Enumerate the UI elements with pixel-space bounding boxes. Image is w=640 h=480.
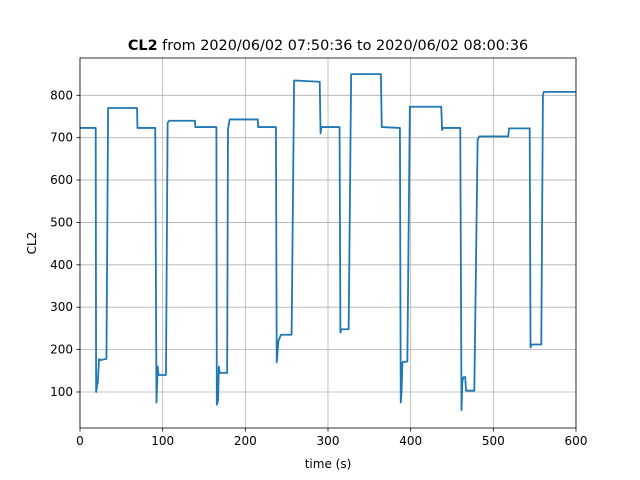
- x-tick-label: 200: [234, 434, 257, 448]
- y-tick-label: 600: [50, 173, 73, 187]
- y-tick-label: 200: [50, 343, 73, 357]
- plot-frame: [79, 57, 577, 429]
- chart-title: CL2 from 2020/06/02 07:50:36 to 2020/06/…: [128, 38, 528, 54]
- title-text: from 2020/06/02 07:50:36 to 2020/06/02 0…: [162, 38, 528, 54]
- y-tick-label: 100: [50, 385, 73, 399]
- x-tick-label: 300: [317, 434, 340, 448]
- y-tick-label: 800: [50, 88, 73, 102]
- x-tick-label: 100: [151, 434, 174, 448]
- y-axis-label: CL2: [25, 232, 39, 255]
- y-tick-label: 300: [50, 300, 73, 314]
- x-tick-label: 400: [399, 434, 422, 448]
- y-tick-label: 400: [50, 258, 73, 272]
- data-line: [80, 73, 576, 412]
- x-tick-label: 0: [76, 434, 84, 448]
- title-bold: CL2: [128, 38, 158, 54]
- y-tick-label: 700: [50, 131, 73, 145]
- x-axis-label: time (s): [305, 457, 352, 471]
- x-tick-label: 500: [482, 434, 505, 448]
- y-tick-label: 500: [50, 215, 73, 229]
- x-tick-label: 600: [565, 434, 588, 448]
